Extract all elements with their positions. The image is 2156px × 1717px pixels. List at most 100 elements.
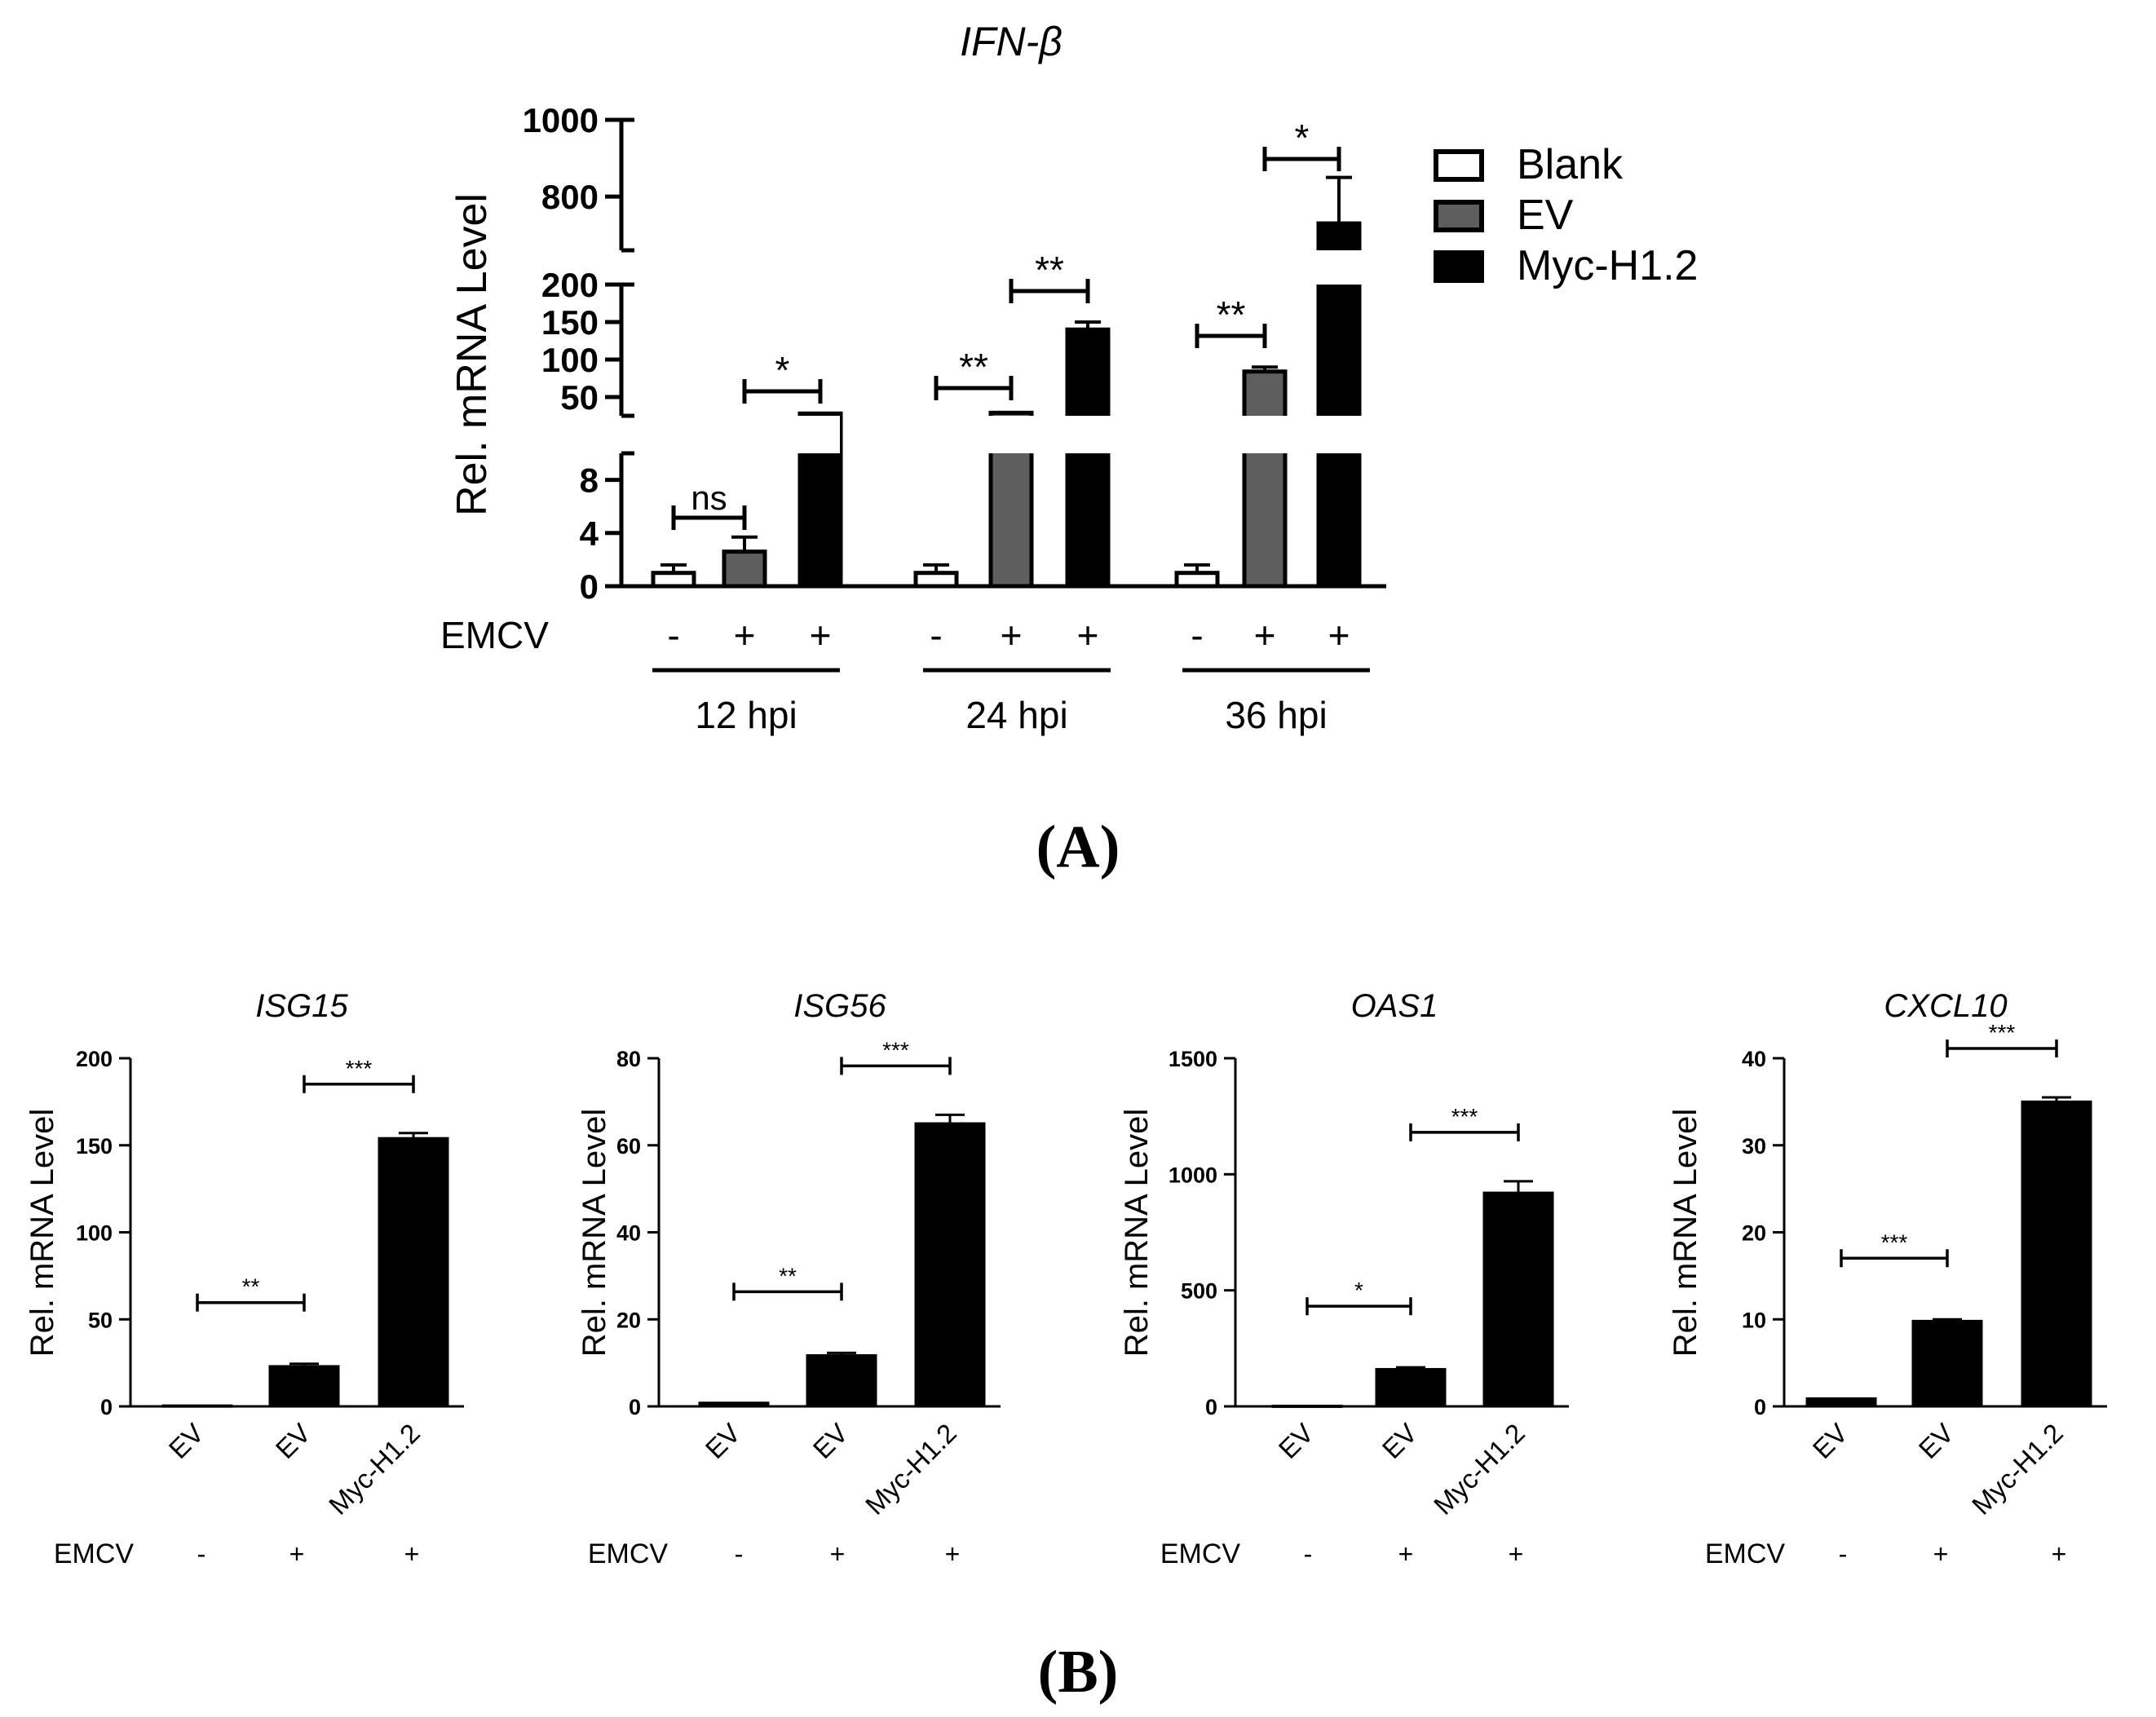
sig-label: * — [1295, 117, 1310, 159]
chart-isg56: ISG56 Rel. mRNA Level 0 20 40 60 80 EV - EV + Myc-H… — [577, 988, 1001, 1569]
y-axis-label: Rel. mRNA Level — [24, 1109, 60, 1357]
y-tick-label: 30 — [1742, 1134, 1766, 1159]
legend-swatch-myc-h1-2 — [1434, 250, 1484, 283]
emcv-sign: + — [1509, 1539, 1524, 1569]
panel-label-b: (B) — [1038, 1639, 1119, 1706]
y-tick-label: 0 — [629, 1395, 641, 1419]
emcv-sign: - — [1304, 1539, 1313, 1569]
legend-label: Myc-H1.2 — [1517, 242, 1698, 289]
bar-ev — [1911, 1319, 1983, 1408]
y-tick-label: 200 — [541, 266, 599, 304]
y-tick-label: 40 — [1742, 1047, 1766, 1071]
significance-bracket: *** — [840, 1037, 952, 1075]
x-category-label: EV — [1273, 1418, 1319, 1464]
y-tick-label: 4 — [580, 514, 599, 553]
sig-label: *** — [882, 1037, 909, 1062]
y-tick-label: 200 — [76, 1047, 113, 1071]
legend-label: Blank — [1517, 141, 1624, 188]
emcv-sign: + — [1077, 614, 1099, 656]
emcv-row-label: EMCV — [54, 1538, 135, 1569]
x-category-label: EV — [700, 1418, 746, 1464]
axis-break-gap — [652, 250, 840, 285]
sig-label: ** — [1035, 249, 1064, 291]
y-axis-label: Rel. mRNA Level — [1119, 1109, 1155, 1357]
bar-blank — [1174, 571, 1220, 589]
x-category-label: Myc-H1.2 — [1428, 1418, 1531, 1521]
bar-ev — [722, 550, 767, 589]
legend-swatch-blank — [1434, 149, 1484, 182]
x-category-label: Myc-H1.2 — [859, 1418, 962, 1521]
emcv-row-label: EMCV — [1160, 1538, 1241, 1569]
y-axis-label: Rel. mRNA Level — [1668, 1109, 1703, 1357]
y-tick-label: 500 — [1181, 1279, 1217, 1304]
y-tick-label: 20 — [1742, 1221, 1766, 1246]
sig-label: *** — [1989, 1020, 2016, 1045]
y-tick-label: 1000 — [523, 101, 599, 139]
sig-label: ** — [779, 1263, 797, 1288]
bar-blank — [913, 571, 959, 589]
chart-title: OAS1 — [1351, 988, 1438, 1024]
emcv-sign: + — [945, 1539, 961, 1569]
group-label: 24 hpi — [965, 694, 1067, 736]
x-category-label: EV — [807, 1418, 854, 1464]
emcv-sign: - — [735, 1539, 744, 1569]
x-category-label: EV — [163, 1418, 210, 1464]
group-2: - + +24 hpi — [913, 250, 1111, 736]
significance-bracket: *** — [303, 1056, 415, 1093]
y-tick-label: 0 — [1205, 1395, 1217, 1419]
emcv-sign: - — [667, 614, 679, 656]
bar-myc-h1-2 — [1482, 1191, 1554, 1408]
chart-title: CXCL10 — [1884, 988, 2007, 1024]
axis-break-gap — [1182, 416, 1370, 453]
sig-label: *** — [1451, 1104, 1478, 1129]
sig-label: *** — [346, 1056, 373, 1081]
axis-break-gap — [923, 250, 1111, 285]
chart-title: ISG56 — [793, 988, 886, 1024]
emcv-sign: - — [930, 614, 942, 656]
axis-break-gap — [1182, 250, 1370, 285]
group-label: 36 hpi — [1225, 694, 1327, 736]
bar-ev — [1242, 369, 1288, 589]
significance-bracket: ** — [1009, 249, 1090, 303]
chart-isg15: ISG15 Rel. mRNA Level 0 50 100 150 200 EV - EV + My… — [24, 988, 464, 1569]
y-tick-label: 8 — [580, 461, 599, 500]
emcv-sign: + — [1933, 1539, 1949, 1569]
emcv-sign: + — [734, 614, 756, 656]
y-tick-label: 100 — [76, 1221, 113, 1246]
sig-label: ns — [691, 479, 727, 517]
chart-oas1: OAS1 Rel. mRNA Level 0 500 1000 1500 EV - EV + Myc… — [1119, 988, 1569, 1569]
sig-label: *** — [1881, 1229, 1908, 1255]
significance-bracket: ** — [196, 1274, 306, 1312]
bar-ev — [268, 1365, 340, 1408]
y-tick-label: 40 — [616, 1221, 641, 1246]
emcv-row-label: EMCV — [440, 614, 549, 656]
significance-bracket: * — [1306, 1278, 1412, 1316]
emcv-sign: + — [1254, 614, 1276, 656]
emcv-sign: + — [1398, 1539, 1414, 1569]
chart-title: IFN-β — [960, 19, 1063, 64]
emcv-sign: + — [2052, 1539, 2067, 1569]
bar-ev — [806, 1354, 877, 1408]
emcv-sign: - — [197, 1539, 206, 1569]
emcv-sign: + — [1328, 614, 1350, 656]
axis-break-gap — [923, 416, 1111, 453]
sig-label: ** — [242, 1274, 260, 1300]
y-tick-label: 0 — [580, 567, 599, 606]
sig-label: * — [775, 349, 790, 391]
legend-swatch-ev — [1434, 200, 1484, 232]
x-category-label: EV — [1913, 1418, 1959, 1464]
y-tick-label: 150 — [76, 1134, 113, 1159]
y-tick-label: 150 — [541, 303, 599, 342]
emcv-sign: + — [810, 614, 832, 656]
significance-bracket: ** — [934, 346, 1014, 400]
bar-myc-h1-2 — [2021, 1100, 2092, 1408]
emcv-sign: + — [404, 1539, 420, 1569]
significance-bracket: *** — [1840, 1229, 1949, 1268]
panel-label-a: (A) — [1036, 814, 1120, 881]
y-tick-label: 20 — [616, 1308, 641, 1332]
chart-title: ISG15 — [255, 988, 348, 1024]
y-tick-label: 80 — [616, 1047, 641, 1071]
y-tick-label: 10 — [1742, 1308, 1766, 1332]
